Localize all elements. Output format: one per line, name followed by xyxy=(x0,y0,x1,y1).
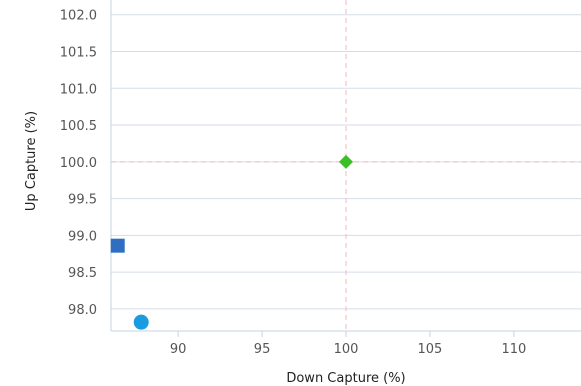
y-axis-ticks: 98.0 98.5 99.0 99.5 100.0 100.5 101.0 101.5 102.… xyxy=(60,9,97,318)
x-tick-label: 100 xyxy=(334,342,359,357)
y-tick-label: 98.5 xyxy=(68,266,97,281)
y-axis-title: Up Capture (%) xyxy=(24,111,39,211)
x-axis-title: Down Capture (%) xyxy=(286,371,405,386)
y-tick-label: 102.0 xyxy=(60,9,97,24)
y-tick-label: 100.0 xyxy=(60,156,97,171)
data-point-diamond xyxy=(339,154,353,169)
y-tick-label: 100.5 xyxy=(60,119,97,134)
data-point-square xyxy=(110,238,125,253)
x-axis-ticks: 90 95 100 105 110 xyxy=(170,331,526,357)
y-tick-label: 98.0 xyxy=(68,303,97,318)
x-tick-label: 90 xyxy=(170,342,187,357)
data-points xyxy=(110,154,353,330)
y-tick-label: 99.0 xyxy=(68,229,97,244)
x-tick-label: 95 xyxy=(254,342,271,357)
y-tick-label: 101.0 xyxy=(60,82,97,97)
y-tick-label: 101.5 xyxy=(60,45,97,60)
x-tick-label: 105 xyxy=(418,342,443,357)
y-tick-label: 99.5 xyxy=(68,193,97,208)
x-tick-label: 110 xyxy=(501,342,526,357)
data-point-circle xyxy=(133,314,149,330)
